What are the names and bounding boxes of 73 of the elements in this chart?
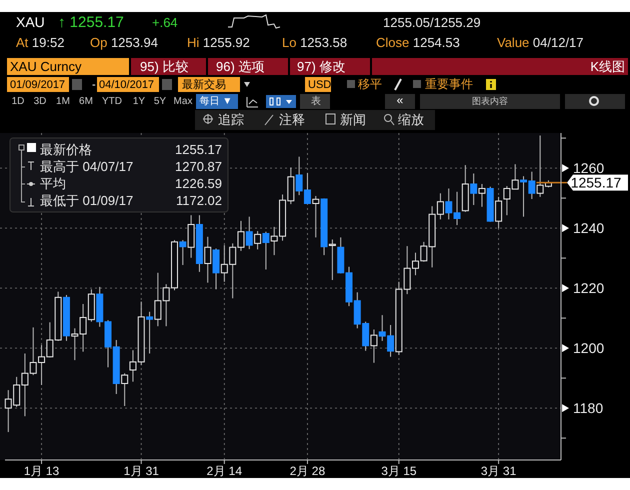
text: 04/10/2017 [99, 79, 154, 91]
text: YTD [102, 96, 122, 107]
x-tick-label: 1月 13 [24, 464, 60, 478]
y-tick-label: 1220 [573, 280, 604, 296]
text: Max [174, 96, 192, 107]
y-tick-label: 1260 [573, 160, 604, 176]
candlestick [179, 240, 186, 266]
text: 图表内容 [472, 96, 508, 106]
annotation: 平均 [40, 176, 66, 191]
text: 移平 [358, 77, 382, 91]
text: 95) 比较 [140, 59, 188, 74]
annotation: 最新价格 [40, 142, 92, 157]
text: 缩放 [398, 112, 424, 127]
y-tick-label: 1180 [573, 400, 604, 416]
text: XAU [16, 14, 45, 30]
text: At 19:52 [16, 35, 64, 50]
text: 表 [311, 95, 321, 107]
candlestick [370, 329, 378, 364]
x-tick-label: 2月 28 [290, 464, 326, 478]
text: 97) 修改 [297, 59, 346, 74]
text: 1Y [132, 96, 146, 107]
text: 1M [56, 96, 70, 107]
candlestick [121, 372, 128, 406]
text: 追踪 [218, 112, 244, 127]
text: 注释 [279, 112, 305, 127]
text: 01/09/2017 [10, 79, 66, 91]
text: 每日 ▼ [200, 95, 232, 107]
x-tick-label: 3月 31 [480, 464, 517, 478]
annotation: 1226.59 [175, 176, 222, 191]
text: 最新交易 [182, 78, 226, 91]
candlestick [254, 230, 262, 250]
text: 1D [12, 96, 24, 107]
y-tick-label: 1240 [573, 220, 604, 236]
x-tick-label: 2月 14 [206, 464, 242, 478]
text: - [92, 79, 96, 91]
annotation: 1270.87 [175, 159, 222, 174]
text: Lo 1253.58 [282, 35, 348, 50]
text: 3D [34, 96, 46, 107]
text: ↑ 1255.17 [58, 14, 124, 31]
text: 重要事件 [425, 77, 473, 91]
text: K线图 [590, 59, 625, 74]
candlestick [312, 196, 320, 238]
candlestick [188, 214, 195, 258]
candlestick [470, 173, 478, 206]
text: Value 04/12/17 [497, 35, 584, 50]
text: « [396, 93, 404, 107]
text: 新闻 [340, 112, 366, 127]
candlestick [262, 231, 270, 270]
x-tick-label: 1月 31 [124, 464, 160, 478]
annotation: 最低于 01/09/17 [40, 193, 134, 208]
text: Hi 1255.92 [187, 35, 250, 50]
candlestick [246, 216, 253, 250]
x-tick-label: 3月 15 [381, 464, 417, 478]
candlestick [478, 184, 486, 208]
text: 5Y [154, 96, 166, 107]
text: 1255.05/1255.29 [383, 15, 481, 30]
annotation: 最高于 04/07/17 [40, 159, 134, 174]
candlestick [212, 248, 220, 290]
text: 6M [79, 96, 93, 107]
annotation: 1172.02 [176, 193, 222, 208]
annotation: 1255.17 [175, 142, 222, 157]
text: Close 1254.53 [376, 35, 460, 50]
candlestick [146, 311, 154, 354]
text: 96) 选项 [216, 59, 264, 74]
text: +.64 [152, 15, 178, 30]
text: USD [308, 79, 332, 91]
candlestick [328, 239, 336, 280]
candlestick [495, 196, 502, 229]
ref-line-label: 1255.17 [570, 174, 622, 191]
text: Op 1253.94 [90, 35, 158, 50]
candlestick [204, 236, 212, 284]
text: XAU Curncy [10, 59, 82, 74]
y-tick-label: 1200 [573, 340, 604, 356]
